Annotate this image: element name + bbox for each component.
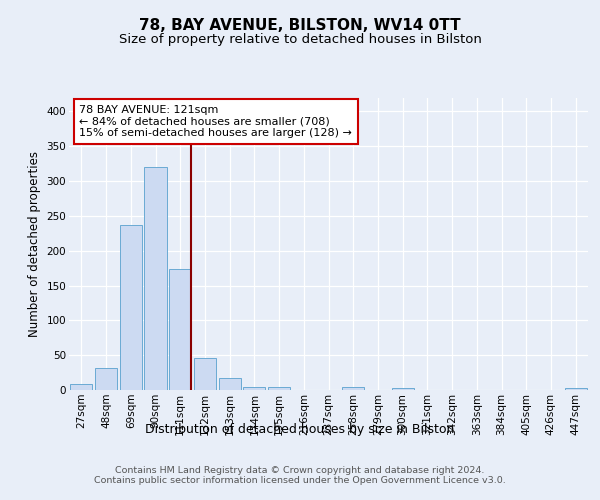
Bar — [268, 386, 290, 390]
Text: 78 BAY AVENUE: 121sqm
← 84% of detached houses are smaller (708)
15% of semi-det: 78 BAY AVENUE: 121sqm ← 84% of detached … — [79, 105, 352, 138]
Bar — [194, 358, 216, 390]
Text: Distribution of detached houses by size in Bilston: Distribution of detached houses by size … — [145, 422, 455, 436]
Bar — [565, 388, 587, 390]
Bar — [119, 225, 142, 390]
Bar — [243, 386, 265, 390]
Bar — [70, 384, 92, 390]
Bar — [145, 167, 167, 390]
Text: Size of property relative to detached houses in Bilston: Size of property relative to detached ho… — [119, 32, 481, 46]
Text: Contains public sector information licensed under the Open Government Licence v3: Contains public sector information licen… — [94, 476, 506, 485]
Bar — [342, 386, 364, 390]
Bar — [169, 269, 191, 390]
Y-axis label: Number of detached properties: Number of detached properties — [28, 151, 41, 337]
Bar — [392, 388, 414, 390]
Text: Contains HM Land Registry data © Crown copyright and database right 2024.: Contains HM Land Registry data © Crown c… — [115, 466, 485, 475]
Bar — [95, 368, 117, 390]
Bar — [218, 378, 241, 390]
Text: 78, BAY AVENUE, BILSTON, WV14 0TT: 78, BAY AVENUE, BILSTON, WV14 0TT — [139, 18, 461, 32]
